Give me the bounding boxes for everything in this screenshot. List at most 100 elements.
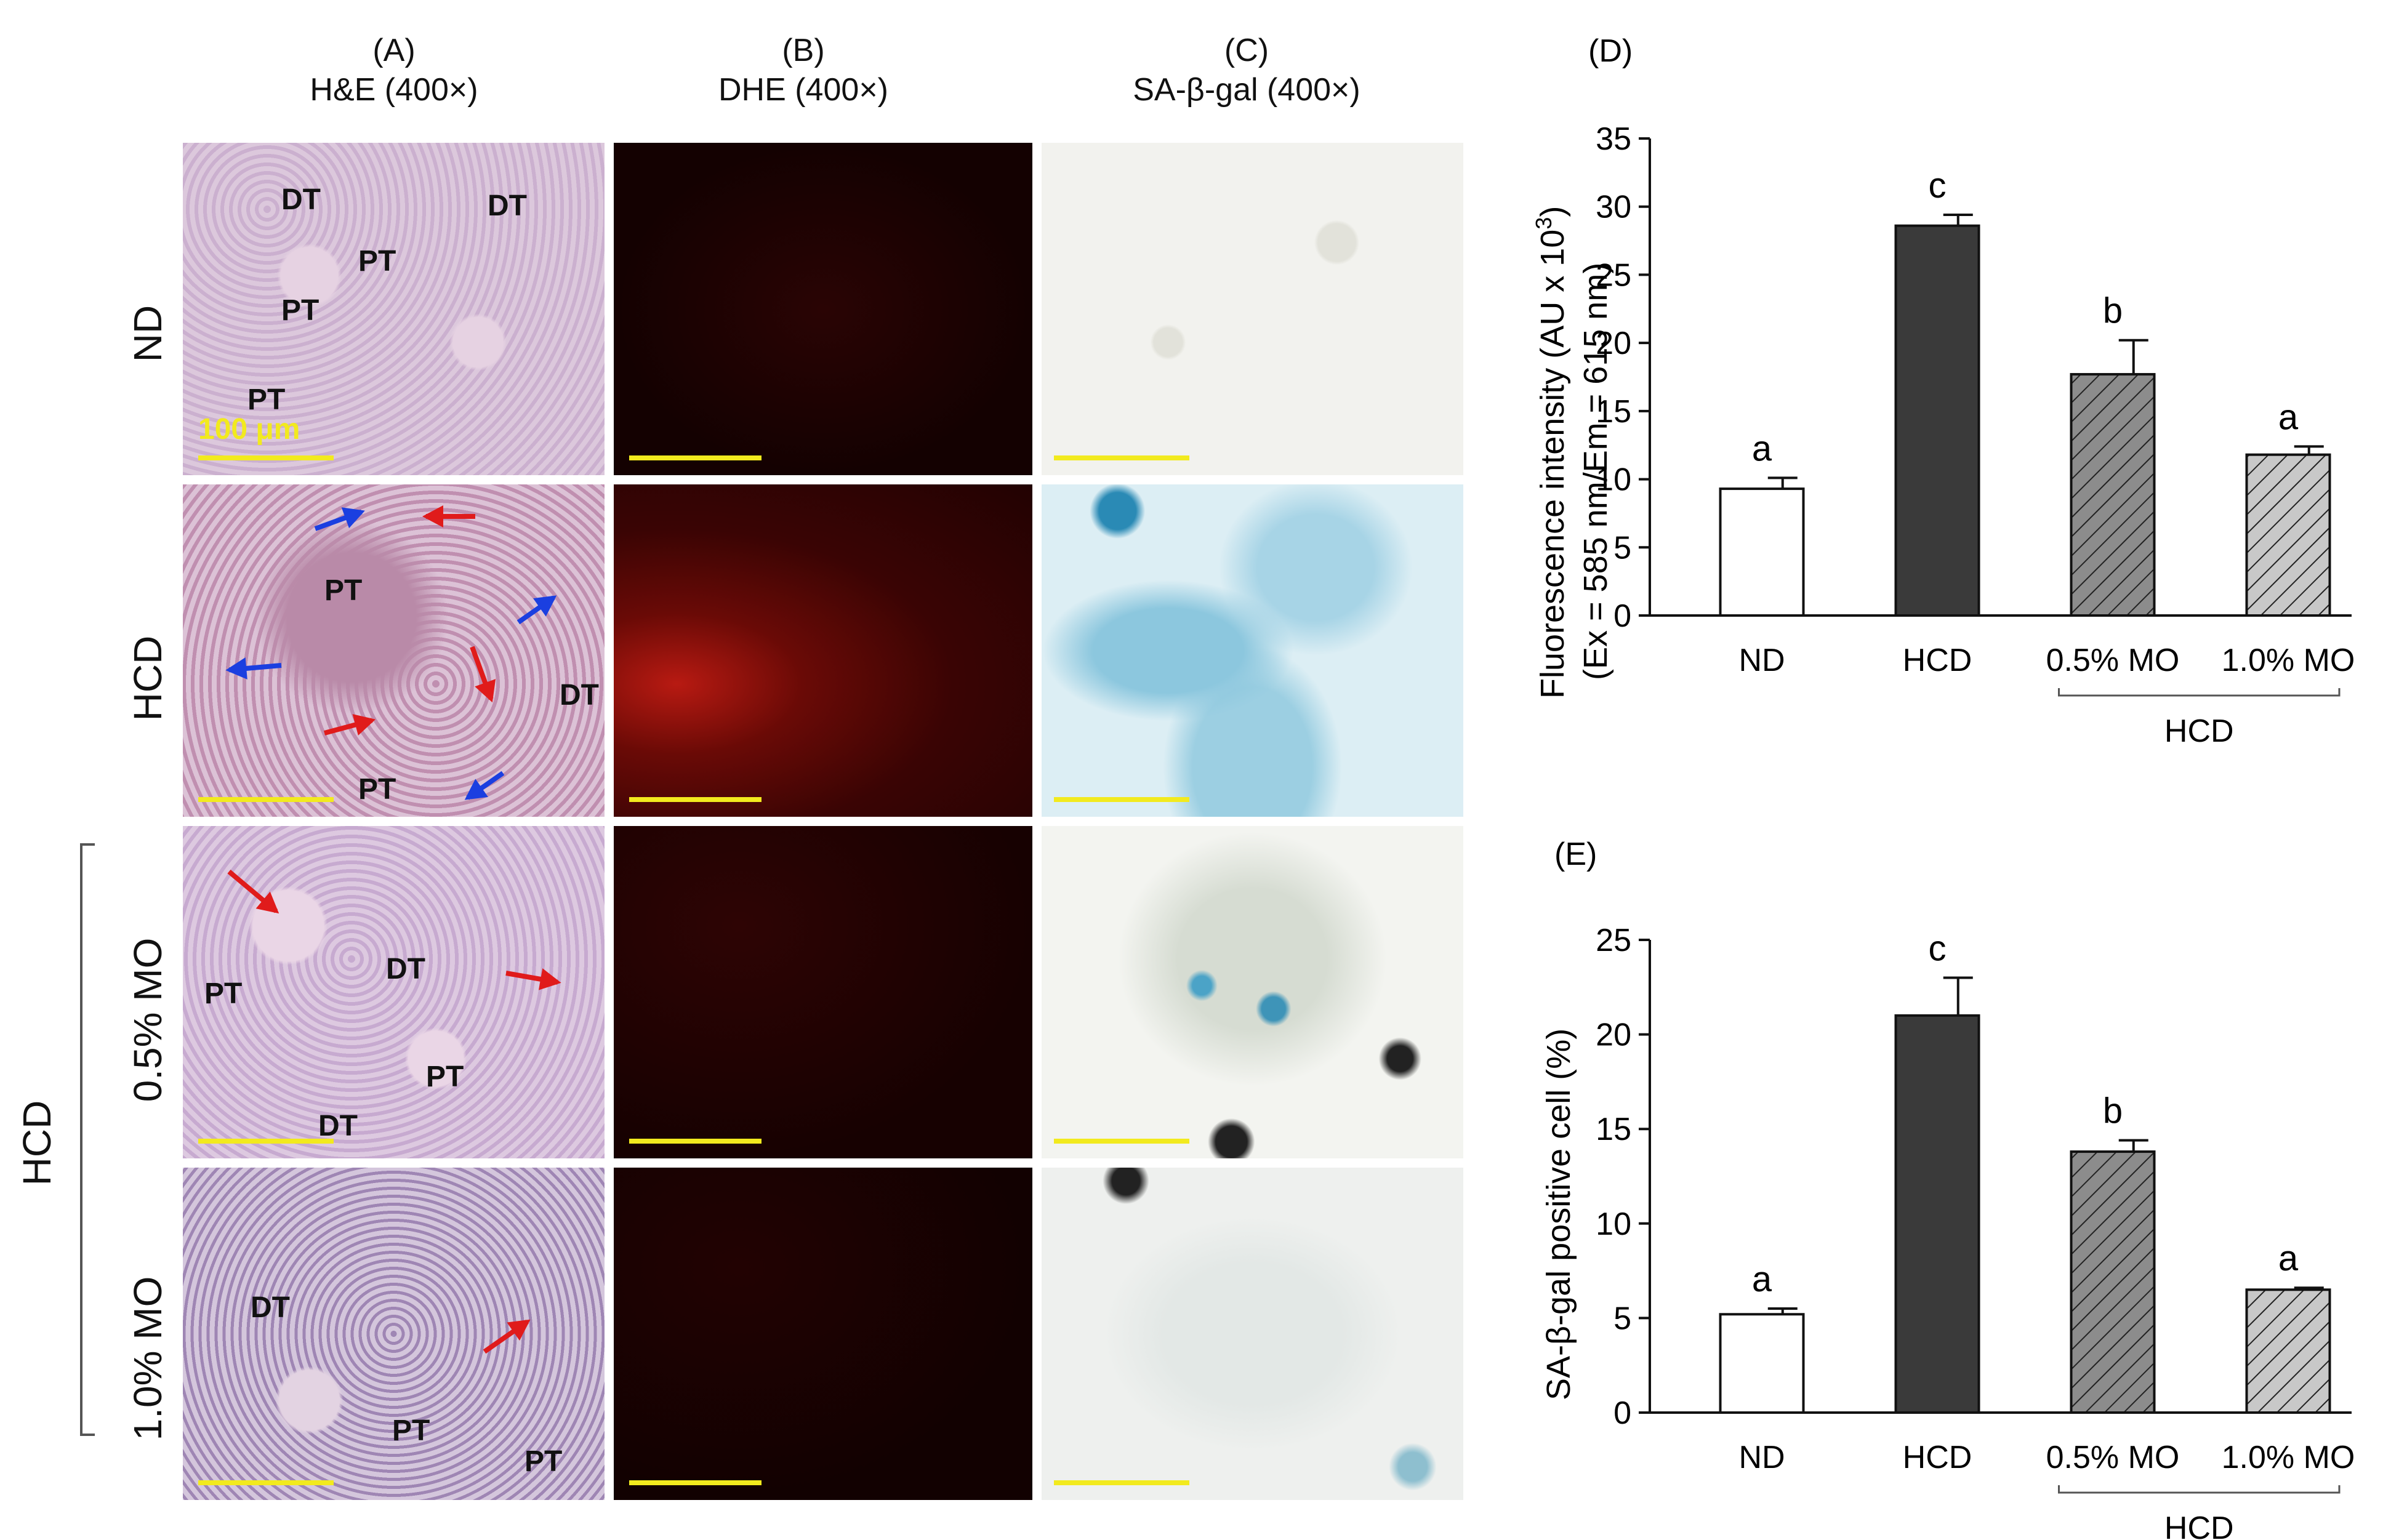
column-c-letter: (C) xyxy=(1224,33,1269,68)
bar xyxy=(1719,487,1805,617)
y-tick-label: 25 xyxy=(1596,257,1631,293)
category-label: HCD xyxy=(1903,643,1972,678)
scale-bar xyxy=(629,455,762,460)
y-tick-label: 5 xyxy=(1613,1301,1631,1336)
significance-letter: b xyxy=(2103,1091,2123,1131)
y-tick-label: 15 xyxy=(1596,1112,1631,1147)
red-arrow xyxy=(426,514,475,519)
row-label-10mo: 1.0% MO xyxy=(126,1276,170,1441)
category-label: ND xyxy=(1738,643,1785,678)
he-label: DT xyxy=(488,190,527,222)
hcd-bracket xyxy=(2058,688,2341,697)
category-label: 0.5% MO xyxy=(2046,643,2180,678)
sa-panel-hcd xyxy=(1042,484,1463,817)
hcd-bracket-label: HCD xyxy=(2164,713,2234,749)
scale-bar xyxy=(629,797,762,802)
he-label: DT xyxy=(386,953,425,985)
column-a-letter: (A) xyxy=(372,33,416,68)
chart-e: (E) SA-β-gal positive cell (%) 0 5 10 15 20 2… xyxy=(1540,836,2355,1540)
blue-arrow xyxy=(466,771,505,800)
bar xyxy=(2070,373,2156,617)
he-label: DT xyxy=(281,183,321,216)
sa-panel-05mo xyxy=(1042,826,1463,1158)
he-label: DT xyxy=(251,1291,290,1324)
row-label-hcd: HCD xyxy=(126,635,170,721)
y-tick-label: 25 xyxy=(1596,923,1631,958)
y-tick-label: 20 xyxy=(1596,326,1631,361)
scale-bar xyxy=(1054,797,1189,802)
red-arrow xyxy=(323,718,373,736)
column-a-header: (A) H&E (400×) xyxy=(179,31,609,110)
he-panel-nd: DT DT PT PT PT 100 μm xyxy=(183,143,605,475)
y-tick-label: 10 xyxy=(1596,462,1631,498)
column-c-header: (C) SA-β-gal (400×) xyxy=(1031,31,1462,110)
bar xyxy=(1894,224,1980,617)
he-panel-hcd: PT DT PT xyxy=(183,484,605,817)
chart-d-ylabel-main: Fluorescence intensity (AU x 10 xyxy=(1534,230,1571,699)
scale-bar xyxy=(198,797,334,802)
red-arrow xyxy=(505,971,558,985)
category-label: ND xyxy=(1738,1440,1785,1475)
scale-bar xyxy=(198,455,334,460)
y-tick-label: 35 xyxy=(1596,121,1631,157)
blue-arrow xyxy=(314,509,363,531)
chart-d-panel-label: (D) xyxy=(1588,33,1633,69)
he-label: PT xyxy=(324,574,363,607)
he-label: PT xyxy=(392,1414,430,1447)
row-label-nd: ND xyxy=(126,305,170,363)
y-tick-label: 0 xyxy=(1613,598,1631,634)
he-panel-05mo: PT DT PT DT xyxy=(183,826,605,1158)
he-label: PT xyxy=(524,1445,563,1478)
scale-bar xyxy=(1054,1480,1189,1485)
hcd-bracket xyxy=(2058,1485,2341,1494)
row-label-05mo: 0.5% MO xyxy=(126,937,170,1102)
sa-panel-nd xyxy=(1042,143,1463,475)
category-label: 0.5% MO xyxy=(2046,1440,2180,1475)
he-label: PT xyxy=(358,773,396,806)
scale-bar xyxy=(198,1480,334,1485)
bar xyxy=(1894,1014,1980,1414)
scale-bar xyxy=(629,1139,762,1144)
y-tick-label: 30 xyxy=(1596,190,1631,225)
bar xyxy=(2070,1150,2156,1414)
category-label: 1.0% MO xyxy=(2222,643,2355,678)
bar xyxy=(2245,1288,2331,1414)
dhe-panel-05mo xyxy=(614,826,1032,1158)
blue-arrow xyxy=(228,663,282,673)
sa-panel-10mo xyxy=(1042,1168,1463,1500)
svg-text:Fluorescence intensity (AU x 1: Fluorescence intensity (AU x 103) xyxy=(1531,206,1572,699)
chart-d-ylabel-sup: 3 xyxy=(1531,217,1556,230)
chart-plot: 0 5 10 15 20 25 a ND c HCD b 0.5% MO a 1.0% MO HCD xyxy=(1596,923,2355,1540)
dhe-panel-hcd xyxy=(614,484,1032,817)
significance-letter: a xyxy=(2278,397,2299,437)
significance-letter: c xyxy=(1929,166,1947,206)
chart-d-ylabel-end: ) xyxy=(1534,206,1571,217)
chart-e-ylabel: SA-β-gal positive cell (%) xyxy=(1540,1029,1577,1400)
y-tick-label: 20 xyxy=(1596,1017,1631,1053)
scale-bar xyxy=(1054,455,1189,460)
he-label: PT xyxy=(358,245,396,278)
y-tick-label: 15 xyxy=(1596,394,1631,430)
blue-arrow xyxy=(516,595,555,625)
he-label: PT xyxy=(247,383,286,416)
he-label: DT xyxy=(560,679,599,712)
chart-plot: 0 5 10 15 20 25 30 35 a ND c HCD b 0.5% MO a 1.0% MO HCD xyxy=(1596,121,2355,749)
red-arrow xyxy=(227,869,278,913)
column-c-title: SA-β-gal (400×) xyxy=(1133,72,1360,108)
significance-letter: c xyxy=(1929,928,1947,968)
scale-bar xyxy=(1054,1139,1189,1144)
dhe-panel-nd xyxy=(614,143,1032,475)
he-panel-10mo: DT PT PT xyxy=(183,1168,605,1500)
column-a-title: H&E (400×) xyxy=(310,72,478,108)
red-arrow xyxy=(483,1319,529,1354)
category-label: 1.0% MO xyxy=(2222,1440,2355,1475)
bar xyxy=(1719,1313,1805,1414)
significance-letter: b xyxy=(2103,291,2123,331)
column-b-title: DHE (400×) xyxy=(718,72,888,108)
y-tick-label: 0 xyxy=(1613,1395,1631,1431)
scale-bar xyxy=(198,1139,334,1144)
he-label: PT xyxy=(204,977,243,1010)
column-b-letter: (B) xyxy=(782,33,825,68)
bar xyxy=(2245,453,2331,617)
group-bracket xyxy=(80,843,95,1436)
